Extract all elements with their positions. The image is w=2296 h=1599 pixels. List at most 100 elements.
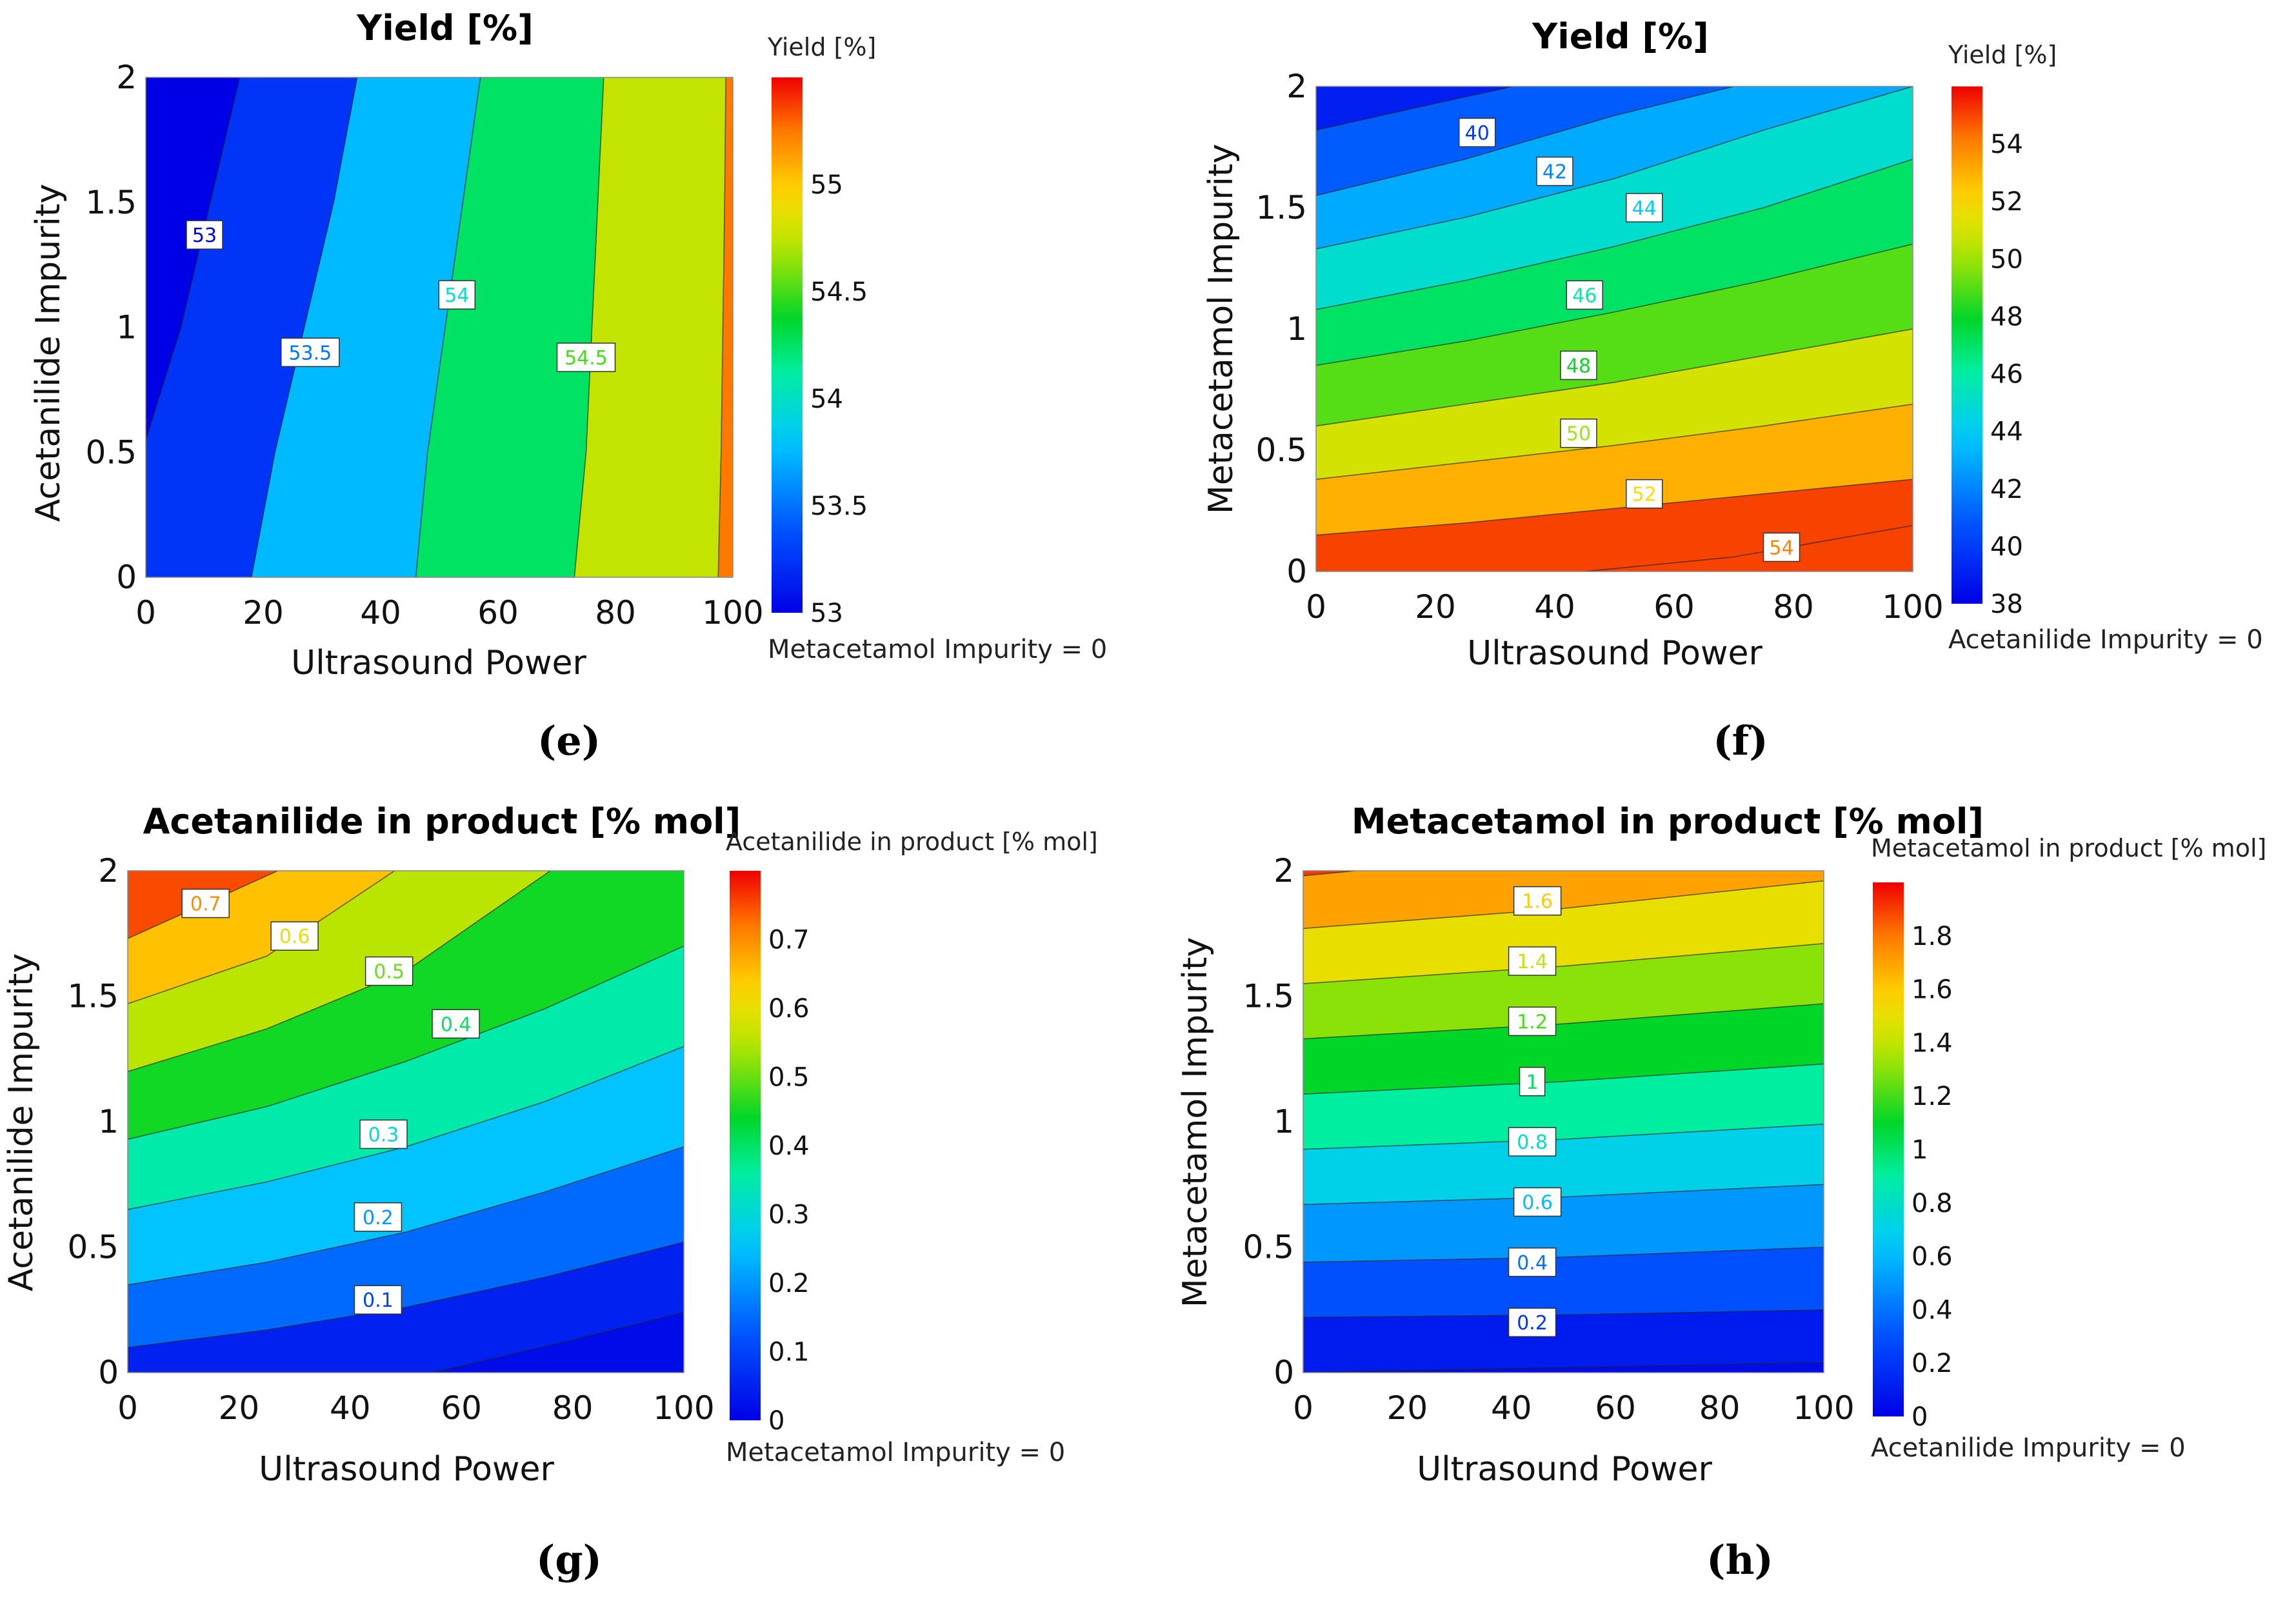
colorbar-tick-label: 46 (1990, 360, 2023, 390)
contour-label-box (1513, 1187, 1562, 1217)
x-tick-label: 100 (1882, 588, 1943, 626)
panel-f: 40 42 44 46 48 50 52 54 0 20 40 60 80 100 0 0.5 1 1.5 2 Ult… (1202, 16, 2263, 764)
contour-label: 0.7 (190, 893, 221, 916)
contour-label-box (1560, 418, 1597, 448)
x-tick-label: 60 (477, 594, 519, 631)
contour-label-box (1508, 1127, 1557, 1157)
contour-label: 1.4 (1517, 951, 1548, 973)
contour-label-box (1566, 280, 1603, 310)
contour-line (1303, 1309, 1824, 1318)
chart-title: Metacetamol in product [% mol] (1352, 801, 1984, 842)
colorbar-title: Acetanilide in product [% mol] (726, 828, 1098, 856)
x-tick-label: 80 (552, 1389, 594, 1427)
contour-label: 0.8 (1517, 1131, 1548, 1154)
colorbar (1952, 86, 1982, 604)
panel-h: 1.61.41.210.80.60.40.20 20 40 60 80 10000.511… (1176, 801, 2266, 1584)
y-tick-label: 1 (1273, 1103, 1294, 1140)
contour-label: 0.2 (1517, 1312, 1548, 1335)
colorbar-tick-label: 53 (810, 599, 843, 628)
y-tick-label: 0.5 (85, 433, 137, 471)
colorbar-tick-label: 50 (1990, 244, 2023, 274)
colorbar-tick-label: 0.6 (1912, 1242, 1953, 1272)
contour-label: 0.2 (363, 1207, 394, 1229)
plot-frame (127, 870, 684, 1373)
contour-label-box (1519, 1067, 1546, 1097)
contour-label: 46 (1572, 284, 1597, 307)
x-tick-label: 40 (330, 1389, 371, 1427)
x-tick-label: 100 (653, 1389, 714, 1427)
contour-line (1303, 1362, 1824, 1373)
x-tick-label: 40 (360, 594, 401, 631)
contour-line (415, 77, 481, 577)
contour-line (128, 1241, 684, 1348)
x-tick-label: 20 (1387, 1389, 1428, 1427)
contour-label-box (281, 337, 340, 367)
contour-line (1303, 1003, 1824, 1040)
x-tick-label: 80 (1699, 1389, 1741, 1427)
region-band (1303, 871, 1824, 929)
x-axis-label: Ultrasound Power (1467, 634, 1762, 673)
y-tick-label: 1 (1286, 310, 1307, 348)
x-tick-label: 40 (1534, 588, 1575, 626)
contour-label: 0.1 (363, 1289, 394, 1312)
contour-label: 1 (1526, 1071, 1539, 1094)
colorbar-title: Yield [%] (1948, 41, 2057, 69)
plot-frame (145, 77, 734, 578)
fixed-condition-note: Acetanilide Impurity = 0 (1871, 1433, 2186, 1463)
y-axis-label: Acetanilide Impurity (29, 184, 68, 522)
x-tick-label: 0 (117, 1389, 138, 1427)
x-tick-label: 60 (1653, 588, 1695, 626)
region-band (1316, 86, 1513, 130)
contour-line (128, 1146, 684, 1286)
contour-label: 53.5 (288, 342, 332, 364)
colorbar-tick-label: 0.2 (768, 1269, 810, 1298)
y-tick-label: 0.5 (1255, 432, 1307, 469)
colorbar-tick-label: 1.6 (1912, 975, 1953, 1005)
y-tick-label: 0 (98, 1354, 119, 1391)
contour-label-box (1459, 117, 1496, 148)
y-tick-label: 0 (1273, 1354, 1294, 1391)
contour-label-box (359, 1119, 408, 1149)
contour-label: 0.5 (374, 961, 404, 984)
contour-label: 0.6 (279, 926, 310, 948)
panel-g: 0.70.60.50.40.30.20.10 20 40 60 80 10000.511.… (2, 801, 1098, 1584)
y-tick-label: 2 (98, 852, 119, 889)
contour-label: 0.3 (368, 1124, 399, 1146)
colorbar-tick-label: 0.7 (768, 926, 810, 955)
x-axis-label: Ultrasound Power (291, 644, 586, 682)
x-axis-label: Ultrasound Power (259, 1450, 554, 1489)
contour-line (1303, 1063, 1824, 1095)
plot-frame (1315, 86, 1913, 572)
contour-label-box (438, 280, 476, 310)
y-tick-label: 1 (116, 309, 137, 346)
region-band (718, 77, 733, 577)
colorbar-tick-label: 0 (768, 1406, 784, 1436)
contour-label: 0.6 (1522, 1191, 1553, 1214)
x-tick-label: 60 (1595, 1389, 1636, 1427)
chart-title: Yield [%] (1532, 16, 1709, 57)
contour-label-box (1508, 1006, 1557, 1037)
contour-label-box (1508, 946, 1557, 976)
y-tick-label: 2 (1286, 68, 1307, 105)
contour-line (1303, 1246, 1824, 1263)
colorbar (1873, 882, 1904, 1416)
x-axis-label: Ultrasound Power (1417, 1450, 1712, 1489)
contour-line (574, 77, 604, 577)
plot-area (128, 871, 684, 1373)
contour-label: 0.4 (1517, 1252, 1548, 1275)
x-tick-label: 0 (1293, 1389, 1313, 1427)
contour-label: 53 (192, 224, 217, 247)
x-tick-label: 100 (1793, 1389, 1854, 1427)
contour-line (146, 77, 241, 441)
contour-line (1303, 1124, 1824, 1150)
region-band (1316, 86, 1734, 196)
colorbar-tick-label: 1.8 (1912, 922, 1953, 951)
contour-line (128, 871, 395, 1004)
contour-label-box (181, 888, 230, 919)
contour-label: 54 (444, 284, 469, 307)
colorbar-tick-label: 0.4 (768, 1131, 810, 1161)
y-tick-label: 1.5 (67, 978, 119, 1015)
y-tick-label: 2 (116, 59, 137, 96)
contour-label-box (1508, 1247, 1557, 1277)
